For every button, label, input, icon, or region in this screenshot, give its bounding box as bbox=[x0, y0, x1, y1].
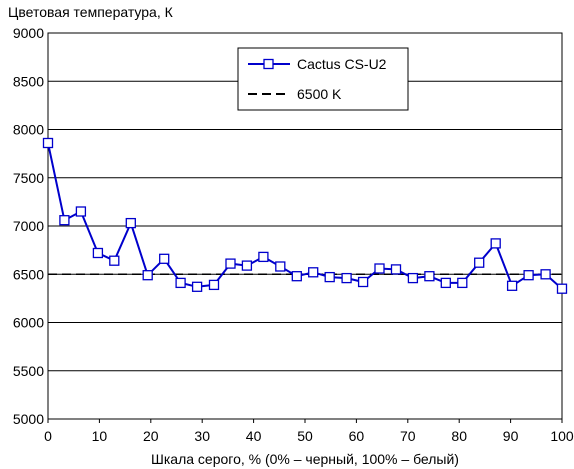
data-point bbox=[324, 271, 335, 283]
data-point bbox=[540, 269, 551, 280]
data-point bbox=[59, 215, 70, 226]
data-point bbox=[374, 263, 385, 274]
y-tick-labels: 5000 5500 6000 6500 7000 7500 8000 8500 9000 bbox=[13, 25, 44, 427]
legend-label-reference: 6500 K bbox=[297, 86, 342, 102]
data-point bbox=[357, 276, 369, 288]
x-tick-label: 100 bbox=[550, 428, 574, 444]
data-point bbox=[175, 277, 186, 289]
y-tick-label: 8000 bbox=[13, 122, 44, 138]
x-tick-labels: 0 10 20 30 40 50 60 70 80 90 100 bbox=[44, 419, 574, 444]
y-tick-label: 5500 bbox=[13, 363, 44, 379]
x-tick-label: 70 bbox=[400, 428, 416, 444]
data-point bbox=[125, 217, 136, 229]
series-layer bbox=[42, 137, 568, 294]
data-point bbox=[556, 283, 568, 294]
x-tick-label: 80 bbox=[451, 428, 467, 444]
data-point bbox=[308, 267, 319, 278]
legend: Cactus CS-U2 6500 K bbox=[237, 47, 409, 111]
data-point bbox=[291, 271, 302, 282]
data-point bbox=[159, 253, 170, 264]
data-point bbox=[424, 271, 435, 282]
y-tick-label: 8500 bbox=[13, 73, 44, 89]
x-tick-label: 30 bbox=[194, 428, 210, 444]
data-point bbox=[42, 137, 54, 149]
y-tick-label: 5000 bbox=[13, 411, 44, 427]
data-point bbox=[457, 277, 468, 289]
legend-label-cactus: Cactus CS-U2 bbox=[297, 56, 387, 72]
data-point bbox=[109, 255, 120, 266]
y-tick-label: 7000 bbox=[13, 218, 44, 234]
legend-marker-cactus bbox=[263, 58, 274, 70]
y-axis-title: Цветовая температура, К bbox=[8, 4, 174, 20]
data-point bbox=[258, 251, 269, 263]
data-point bbox=[275, 261, 286, 272]
x-tick-label: 90 bbox=[503, 428, 519, 444]
data-point bbox=[390, 264, 402, 275]
x-tick-label: 10 bbox=[92, 428, 108, 444]
x-tick-label: 20 bbox=[143, 428, 159, 444]
y-tick-label: 6500 bbox=[13, 266, 44, 282]
plot-area-border bbox=[47, 32, 563, 420]
data-point bbox=[523, 270, 534, 281]
x-tick-label: 0 bbox=[44, 428, 52, 444]
data-point bbox=[407, 272, 419, 284]
y-tick-label: 9000 bbox=[13, 25, 44, 41]
data-point bbox=[341, 272, 352, 284]
data-point bbox=[92, 247, 104, 259]
data-point bbox=[142, 270, 153, 281]
data-point bbox=[208, 279, 220, 291]
x-tick-label: 40 bbox=[246, 428, 262, 444]
x-tick-label: 50 bbox=[297, 428, 313, 444]
data-point bbox=[75, 206, 87, 217]
data-point bbox=[225, 258, 236, 269]
data-point bbox=[490, 238, 501, 249]
data-point bbox=[474, 257, 485, 268]
data-point bbox=[506, 280, 518, 291]
data-point bbox=[191, 281, 203, 292]
y-tick-label: 6000 bbox=[13, 315, 44, 331]
x-tick-label: 60 bbox=[349, 428, 365, 444]
data-point bbox=[440, 277, 451, 289]
series-line-cactus bbox=[47, 142, 563, 290]
x-axis-title: Шкала серого, % (0% – черный, 100% – бел… bbox=[151, 451, 459, 467]
y-tick-label: 7500 bbox=[13, 170, 44, 186]
legend-box bbox=[237, 47, 409, 111]
data-point bbox=[241, 260, 253, 271]
